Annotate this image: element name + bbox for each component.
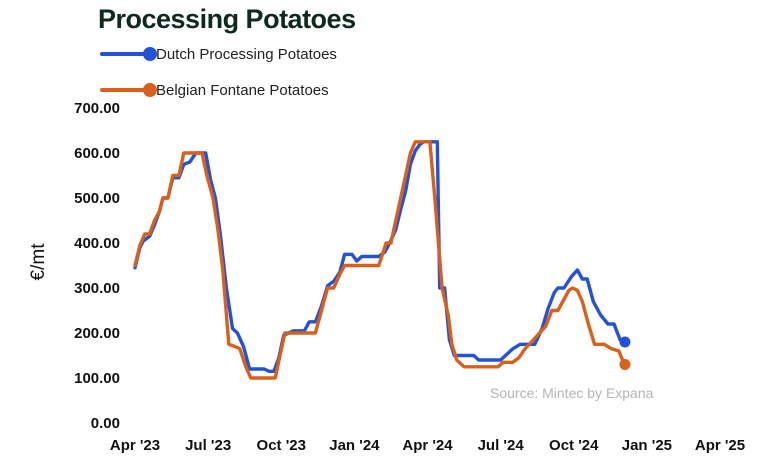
legend-swatch-belgian (100, 83, 157, 97)
legend-label-belgian: Belgian Fontane Potatoes (156, 81, 329, 99)
y-tick-label: 200.00 (74, 325, 120, 342)
x-tick-label: Jan '24 (329, 437, 380, 454)
x-tick-label: Apr '24 (402, 437, 453, 454)
x-tick-label: Oct '24 (549, 437, 599, 454)
y-tick-label: 300.00 (74, 280, 120, 297)
x-tick-label: Apr '23 (110, 437, 160, 454)
series-layer (133, 140, 631, 380)
series-line-belgian-fontane-potatoes (133, 140, 627, 380)
legend: Dutch Processing Potatoes Belgian Fontan… (100, 44, 337, 116)
x-tick-label: Jan '25 (622, 437, 672, 454)
y-tick-label: 400.00 (74, 235, 120, 252)
series-end-marker-belgian-fontane-potatoes (619, 359, 631, 370)
y-tick-label: 0.00 (91, 415, 120, 432)
x-tick-label: Jul '24 (478, 437, 525, 454)
legend-swatch-dutch (100, 47, 157, 61)
y-tick-label: 600.00 (74, 145, 120, 162)
y-tick-label: 100.00 (74, 370, 120, 387)
x-tick-label: Jul '23 (185, 437, 231, 454)
x-tick-label: Apr '25 (695, 437, 745, 454)
legend-label-dutch: Dutch Processing Potatoes (156, 45, 337, 63)
legend-item-belgian: Belgian Fontane Potatoes (100, 80, 337, 100)
y-axis-label: €/mt (28, 243, 49, 281)
legend-item-dutch: Dutch Processing Potatoes (100, 44, 337, 64)
source-note: Source: Mintec by Expana (490, 385, 654, 401)
chart-title: Processing Potatoes (98, 4, 356, 34)
x-tick-label: Oct '23 (257, 437, 306, 454)
x-axis-ticks: Apr '23 Jul '23 Oct '23 Jan '24 Apr '24 Jul '… (110, 437, 745, 454)
y-axis-ticks: 0.00 100.00 200.00 300.00 400.00 500.00 600.00… (74, 100, 120, 432)
y-tick-label: 500.00 (74, 190, 120, 207)
y-tick-label: 700.00 (74, 100, 120, 117)
series-end-marker-dutch-processing-potatoes (619, 336, 631, 348)
